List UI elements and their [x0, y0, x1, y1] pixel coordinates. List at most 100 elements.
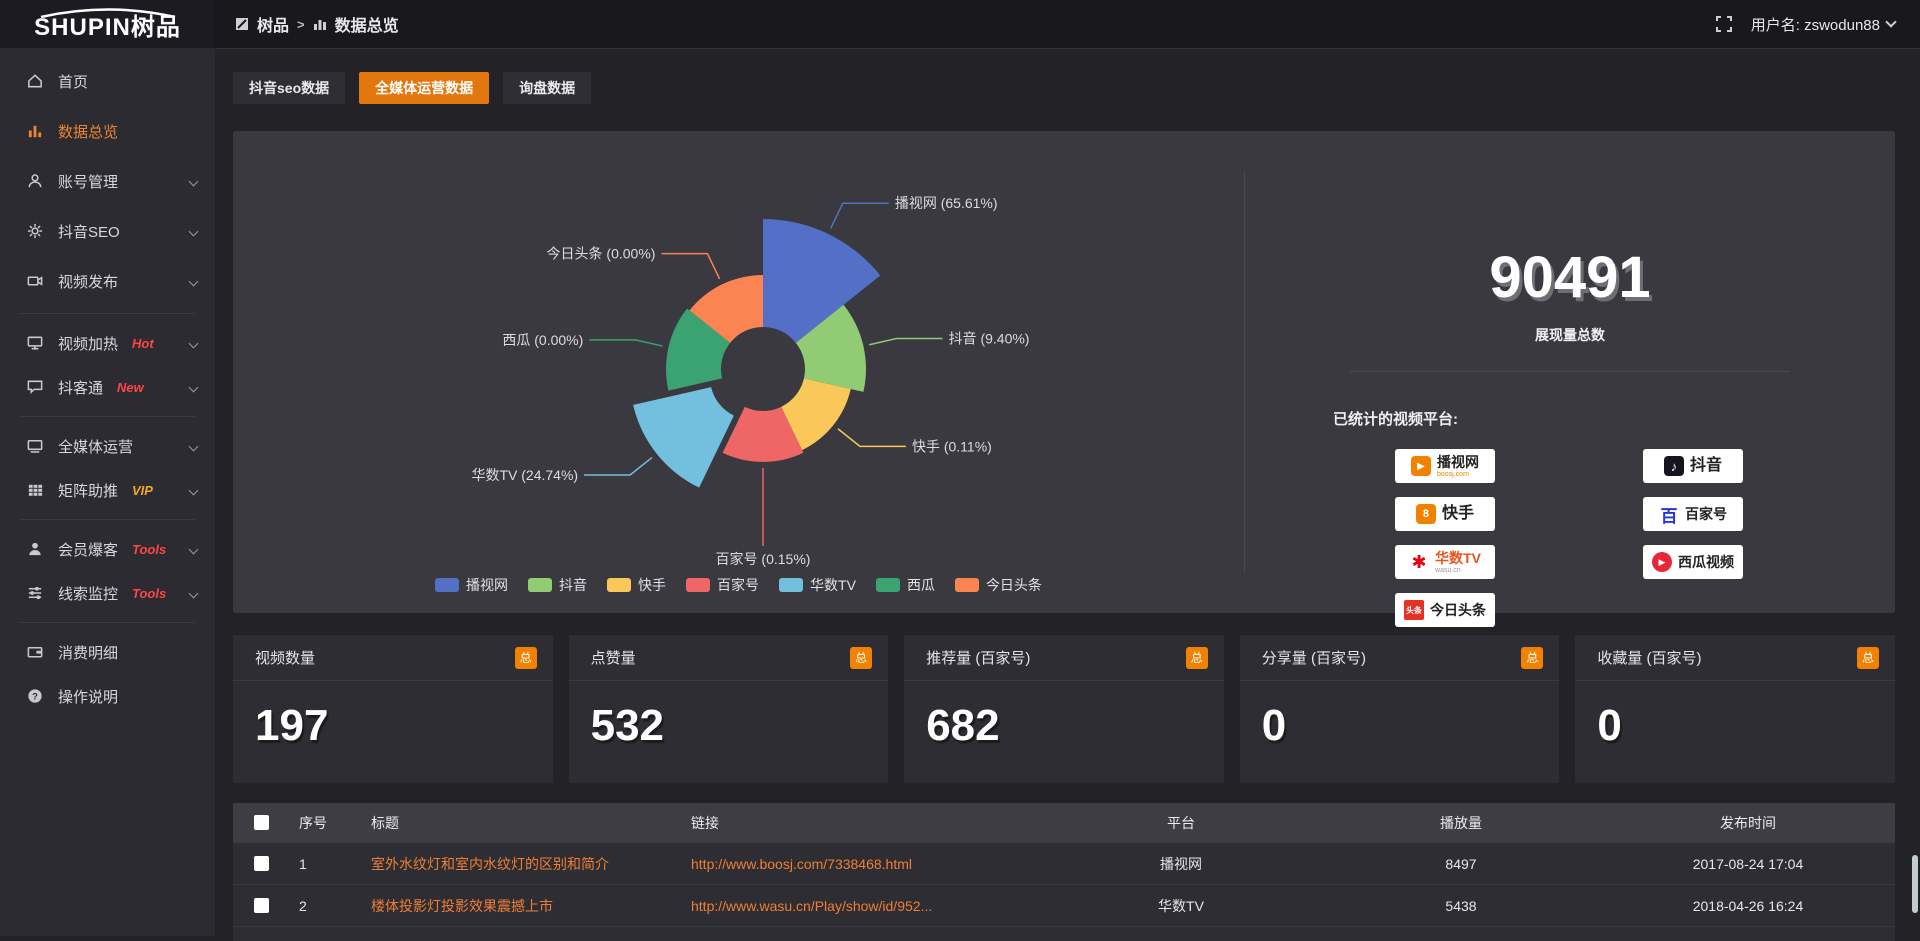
pie-slice-华数TV[interactable]	[633, 387, 734, 488]
legend-item[interactable]: 百家号	[686, 575, 759, 595]
sidebar-item-video-heat[interactable]: 视频加热 Hot	[0, 321, 215, 365]
chevron-down-icon	[189, 338, 199, 348]
pie-label: 百家号 (0.15%)	[716, 551, 811, 567]
legend-item[interactable]: 播视网	[435, 575, 508, 595]
home-icon	[26, 72, 44, 90]
row-index: 2	[289, 898, 361, 914]
legend-item[interactable]: 西瓜	[876, 575, 935, 595]
platforms-label: 已统计的视频平台:	[1333, 408, 1895, 429]
pie-label-line	[831, 203, 889, 228]
legend-swatch	[528, 578, 552, 592]
main-content: 抖音seo数据 全媒体运营数据 询盘数据 播视网 (65.61%)抖音 (9.4…	[215, 48, 1920, 936]
user-menu[interactable]: 用户名: zswodun88	[1751, 14, 1895, 35]
vip-badge: VIP	[132, 483, 153, 498]
row-time: 2018-04-26 16:24	[1601, 898, 1895, 914]
row-platform: 华数TV	[1041, 896, 1321, 916]
svg-text:?: ?	[32, 691, 38, 702]
legend-item[interactable]: 抖音	[528, 575, 587, 595]
sidebar-divider	[20, 416, 195, 417]
wasu-logo-icon: ✱	[1409, 552, 1429, 572]
video-title-link[interactable]: 室外水纹灯和室内水纹灯的区别和简介	[361, 854, 681, 874]
boosj-logo-icon: ▶	[1411, 456, 1431, 476]
breadcrumb: 树品 > 数据总览	[235, 12, 399, 36]
video-url-link[interactable]: http://www.boosj.com/7338468.html	[681, 856, 1041, 872]
platform-badge-baijiahao: 百 百家号	[1643, 497, 1743, 531]
hot-badge: Hot	[132, 336, 154, 351]
row-checkbox[interactable]	[254, 856, 269, 871]
table-row: 2 楼体投影灯投影效果震撼上市 http://www.wasu.cn/Play/…	[233, 885, 1895, 927]
sidebar-item-help[interactable]: ? 操作说明	[0, 674, 215, 718]
breadcrumb-root[interactable]: 树品	[257, 12, 289, 36]
kuaishou-logo-icon: 8	[1416, 504, 1436, 524]
douyin-logo-icon: ♪	[1664, 456, 1684, 476]
sidebar-item-home[interactable]: 首页	[0, 56, 215, 106]
sidebar-item-douketong[interactable]: 抖客通 New	[0, 365, 215, 409]
topbar: SHUPIN树品 树品 > 数据总览 用户名: zswodun88	[0, 0, 1920, 48]
pie-label: 快手 (0.11%)	[912, 438, 992, 454]
sidebar-item-douyin-seo[interactable]: 抖音SEO	[0, 206, 215, 256]
app-logo[interactable]: SHUPIN树品	[0, 0, 215, 48]
shupin-icon	[235, 17, 249, 31]
gear-icon	[26, 222, 44, 240]
stat-card-shares: 分享量 (百家号)总 0	[1240, 635, 1560, 783]
sidebar-item-spend-detail[interactable]: 消费明细	[0, 630, 215, 674]
sidebar: 首页 数据总览 账号管理 抖音SEO 视频发布 视频加热 Hot 抖客通 New…	[0, 48, 215, 936]
tab-douyin-seo-data[interactable]: 抖音seo数据	[233, 72, 345, 104]
legend-item[interactable]: 华数TV	[779, 575, 856, 595]
pie-label-line	[661, 254, 719, 279]
legend-swatch	[955, 578, 979, 592]
fullscreen-icon[interactable]	[1715, 15, 1733, 33]
col-platform: 平台	[1041, 813, 1321, 833]
sidebar-divider	[20, 519, 195, 520]
chevron-down-icon	[189, 588, 199, 598]
question-icon: ?	[26, 687, 44, 705]
video-title-link[interactable]: 楼体投影灯投影效果震撼上市	[361, 896, 681, 916]
row-time: 2017-08-24 17:04	[1601, 856, 1895, 872]
stat-value: 0	[1240, 681, 1560, 751]
total-badge: 总	[515, 647, 537, 669]
tools-badge: Tools	[132, 586, 166, 601]
legend-swatch	[779, 578, 803, 592]
sidebar-item-data-overview[interactable]: 数据总览	[0, 106, 215, 156]
pie-label: 今日头条 (0.00%)	[547, 246, 656, 262]
tab-inquiry-data[interactable]: 询盘数据	[503, 72, 591, 104]
sidebar-item-omnimedia[interactable]: 全媒体运营	[0, 424, 215, 468]
sidebar-item-matrix-boost[interactable]: 矩阵助推 VIP	[0, 468, 215, 512]
legend-item[interactable]: 快手	[607, 575, 666, 595]
col-link: 链接	[681, 813, 1041, 833]
col-time: 发布时间	[1601, 813, 1895, 833]
username-label: 用户名: zswodun88	[1751, 14, 1880, 35]
impressions-total: 90491	[1245, 249, 1895, 307]
legend-item[interactable]: 今日头条	[955, 575, 1042, 595]
select-all-checkbox[interactable]	[254, 815, 269, 830]
row-platform: 播视网	[1041, 854, 1321, 874]
video-url-link[interactable]: http://www.wasu.cn/Play/show/id/952...	[681, 898, 1041, 914]
sidebar-item-video-publish[interactable]: 视频发布	[0, 256, 215, 306]
rose-pie-chart: 播视网 (65.61%)抖音 (9.40%)快手 (0.11%)百家号 (0.1…	[233, 131, 1244, 613]
impressions-total-label: 展现量总数	[1245, 325, 1895, 345]
bar-chart-icon	[26, 122, 44, 140]
col-title: 标题	[361, 813, 681, 833]
sidebar-item-member-burst[interactable]: 会员爆客 Tools	[0, 527, 215, 571]
row-checkbox[interactable]	[254, 898, 269, 913]
total-badge: 总	[1857, 647, 1879, 669]
tab-omnimedia-data[interactable]: 全媒体运营数据	[359, 72, 489, 104]
chevron-down-icon	[189, 226, 199, 236]
toutiao-logo-icon: 头条	[1404, 600, 1424, 620]
stat-value: 682	[904, 681, 1224, 751]
platform-badge-xigua: ▶ 西瓜视频	[1643, 545, 1743, 579]
sidebar-item-lead-monitor[interactable]: 线索监控 Tools	[0, 571, 215, 615]
row-plays: 5438	[1321, 898, 1601, 914]
sidebar-item-account[interactable]: 账号管理	[0, 156, 215, 206]
pie-chart-svg: 播视网 (65.61%)抖音 (9.40%)快手 (0.11%)百家号 (0.1…	[233, 131, 1243, 576]
stat-card-video-count: 视频数量总 197	[233, 635, 553, 783]
pie-label: 播视网 (65.61%)	[895, 195, 998, 211]
page-scrollbar-thumb[interactable]	[1912, 855, 1918, 913]
sidebar-divider	[20, 313, 195, 314]
overview-icon	[313, 17, 327, 31]
chevron-down-icon	[189, 276, 199, 286]
stat-value: 197	[233, 681, 553, 751]
